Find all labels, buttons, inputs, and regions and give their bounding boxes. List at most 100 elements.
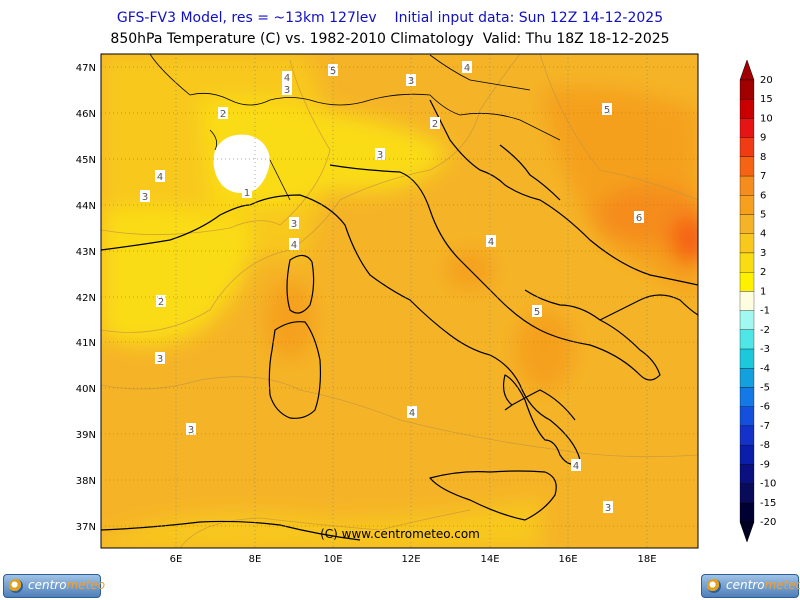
copyright-text: (C) www.centrometeo.com: [320, 527, 480, 541]
centrometeo-logo-left[interactable]: centrometeo: [3, 574, 105, 598]
colorbar-top-arrow: [739, 59, 755, 81]
colorbar-label: 20: [760, 75, 773, 86]
contour-label: 3: [186, 423, 196, 436]
svg-text:3: 3: [408, 76, 414, 87]
map-title-line2: 850hPa Temperature (C) vs. 1982-2010 Cli…: [110, 31, 670, 47]
colorbar-swatch: [739, 502, 755, 523]
colorbar-label: -8: [760, 440, 770, 451]
colorbar-swatch: [739, 329, 755, 350]
contour-label: 4: [407, 406, 417, 419]
contour-label: 5: [602, 103, 612, 116]
colorbar-label: -9: [760, 459, 770, 470]
colorbar-label: -4: [760, 363, 770, 374]
lat-label: 45N: [76, 155, 96, 166]
svg-text:2: 2: [158, 297, 164, 308]
borders: [149, 54, 561, 201]
svg-text:1: 1: [244, 188, 250, 199]
colorbar-label: -15: [760, 498, 776, 509]
contour-label: 4: [462, 61, 472, 74]
colorbar-label: 3: [760, 248, 766, 259]
contour-label: 2: [430, 117, 440, 130]
svg-text:3: 3: [284, 85, 290, 96]
contour-label: 4: [282, 71, 292, 84]
svg-text:4: 4: [284, 73, 290, 84]
contour-label: 3: [140, 190, 150, 203]
contour-label: 6: [634, 211, 644, 224]
colorbar-swatch: [739, 387, 755, 407]
colorbar-bottom-arrow: [739, 521, 755, 543]
lat-label: 40N: [76, 384, 96, 395]
contour-label: 5: [532, 305, 542, 318]
colorbar-label: -1: [760, 306, 770, 317]
lat-label: 41N: [76, 338, 96, 349]
colorbar: 20 15 10 9 8 7 6 5 4 3 2 1 -1 -2 -3 -4 -5 -6 -7 -8 -9 -10 -15 -…: [739, 59, 776, 543]
lon-label: 8E: [249, 554, 262, 565]
svg-text:3: 3: [605, 503, 611, 514]
colorbar-swatch: [739, 483, 755, 503]
contour-label: 3: [282, 83, 292, 96]
colorbar-label: 10: [760, 113, 773, 124]
lat-label: 39N: [76, 430, 96, 441]
colorbar-label: 9: [760, 133, 766, 144]
longitude-labels: 6E 8E 10E 12E 14E 16E 18E: [170, 554, 657, 565]
svg-text:3: 3: [142, 192, 148, 203]
contour-label: 4: [155, 170, 165, 183]
colorbar-swatch: [739, 464, 755, 484]
svg-text:3: 3: [157, 354, 163, 365]
colorbar-label: -7: [760, 421, 770, 432]
svg-text:3: 3: [291, 219, 297, 230]
below-threshold-area: [213, 134, 270, 194]
colorbar-swatch: [739, 118, 755, 138]
colorbar-swatch: [739, 252, 755, 273]
lat-label: 43N: [76, 247, 96, 258]
contour-label: 4: [571, 459, 581, 472]
colorbar-label: 8: [760, 152, 766, 163]
contour-label: 4: [486, 235, 496, 248]
colorbar-swatch: [739, 137, 755, 158]
colorbar-label: 6: [760, 190, 766, 201]
svg-text:4: 4: [573, 461, 579, 472]
svg-text:5: 5: [534, 307, 540, 318]
map-title-line1: GFS-FV3 Model, res = ~13km 127lev Initia…: [116, 10, 664, 26]
lon-label: 10E: [323, 554, 342, 565]
lat-label: 46N: [76, 109, 96, 120]
colorbar-swatch: [739, 368, 755, 388]
colorbar-label: -3: [760, 344, 770, 355]
colorbar-label: -10: [760, 479, 776, 490]
lon-label: 12E: [401, 554, 420, 565]
colorbar-label: -2: [760, 325, 770, 336]
lat-label: 47N: [76, 63, 96, 74]
svg-text:5: 5: [604, 105, 610, 116]
contour-label: 3: [603, 501, 613, 514]
contour-labels: 4 3 5 3 4 2 2 5 3 4 3 1 6 3 4 4 2 3 5 4 …: [140, 61, 644, 514]
colorbar-label: 1: [760, 286, 766, 297]
svg-text:4: 4: [464, 63, 470, 74]
colorbar-swatch: [739, 233, 755, 254]
colorbar-label: 4: [760, 229, 766, 240]
globe-icon: [9, 579, 23, 593]
colorbar-swatch: [739, 156, 755, 177]
colorbar-swatch: [739, 348, 755, 369]
lat-label: 42N: [76, 293, 96, 304]
coastlines: [101, 99, 698, 541]
latitude-labels: 47N 46N 45N 44N 43N 42N 41N 40N 39N 38N …: [76, 63, 96, 533]
svg-text:2: 2: [220, 109, 226, 120]
contour-label: 4: [289, 238, 299, 251]
lat-label: 38N: [76, 476, 96, 487]
colorbar-swatch: [739, 425, 755, 446]
map-frame: [100, 53, 699, 549]
lat-label: 44N: [76, 201, 96, 212]
lat-label: 37N: [76, 522, 96, 533]
colorbar-label: -5: [760, 382, 770, 393]
colorbar-swatch: [739, 291, 755, 311]
colorbar-label: 15: [760, 94, 773, 105]
svg-text:4: 4: [409, 408, 415, 419]
colorbar-swatch: [739, 175, 755, 196]
colorbar-swatch: [739, 195, 755, 215]
svg-text:3: 3: [188, 425, 194, 436]
colorbar-swatch: [739, 406, 755, 427]
svg-text:4: 4: [157, 172, 163, 183]
centrometeo-logo-right[interactable]: centrometeo: [701, 574, 800, 598]
contour-label: 2: [156, 295, 166, 308]
svg-text:4: 4: [488, 237, 494, 248]
